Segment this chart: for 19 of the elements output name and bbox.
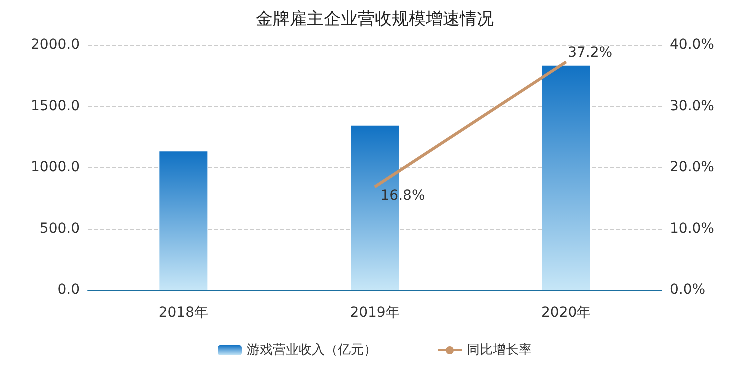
x-tick-label: 2020年 <box>542 305 592 321</box>
y-tick-label: 500.0 <box>40 220 80 237</box>
legend-label: 同比增长率 <box>467 342 532 358</box>
chart-title: 金牌雇主企业营收规模增速情况 <box>256 10 494 30</box>
y-tick-label: 0.0 <box>58 282 80 298</box>
y-tick-label: 2000.0 <box>31 37 80 53</box>
y2-tick-label: 40.0% <box>670 37 714 53</box>
data-label: 37.2% <box>568 45 613 62</box>
y2-tick-label: 0.0% <box>670 282 706 298</box>
y-tick-label: 1000.0 <box>31 160 80 176</box>
legend-label: 游戏营业收入（亿元） <box>247 343 377 358</box>
y-tick-label: 1500.0 <box>31 98 80 114</box>
y2-tick-label: 20.0% <box>670 160 714 176</box>
bar <box>542 66 590 290</box>
y2-tick-label: 10.0% <box>670 220 714 237</box>
x-tick-label: 2019年 <box>350 305 400 321</box>
y2-tick-label: 30.0% <box>670 98 714 114</box>
bar <box>160 152 208 290</box>
x-tick-label: 2018年 <box>158 305 208 321</box>
